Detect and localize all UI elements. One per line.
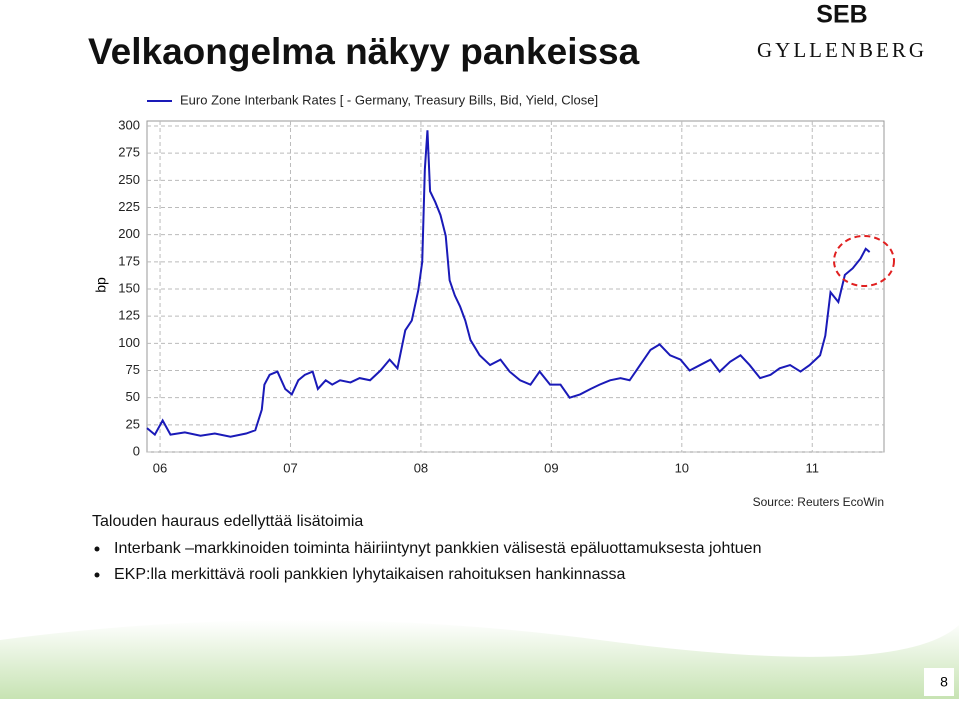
bullet-text: Interbank –markkinoiden toiminta häiriin…: [114, 540, 761, 557]
highlight-circle: [833, 235, 895, 287]
x-tick-label: 11: [806, 460, 820, 475]
bullet: [94, 546, 100, 552]
page-number: 8: [940, 674, 948, 690]
x-tick-label: 07: [283, 460, 297, 475]
y-tick-label: 200: [118, 226, 140, 241]
page-box: [924, 668, 954, 696]
y-tick-label: 275: [118, 145, 140, 160]
y-tick-label: 175: [118, 253, 140, 268]
bullet: [94, 572, 100, 578]
y-tick-label: 225: [118, 199, 140, 214]
y-tick-label: 25: [126, 416, 140, 431]
y-tick-label: 75: [126, 362, 140, 377]
source: Source: Reuters EcoWin: [753, 495, 884, 509]
x-tick-label: 09: [544, 460, 558, 475]
y-tick-label: 100: [118, 335, 140, 350]
slide-title: Velkaongelma näkyy pankeissa: [88, 31, 640, 72]
logo-top: SEB: [816, 1, 867, 29]
data-line: [146, 130, 871, 438]
y-tick-label: 50: [126, 389, 140, 404]
y-axis-label: bp: [93, 277, 109, 293]
legend-label: Euro Zone Interbank Rates [ - Germany, T…: [180, 92, 598, 107]
x-tick-label: 06: [153, 460, 167, 475]
x-tick-label: 10: [675, 460, 689, 475]
bullet-text: EKP:lla merkittävä rooli pankkien lyhyta…: [114, 566, 625, 583]
logo-bottom: GYLLENBERG: [757, 38, 927, 62]
y-tick-label: 300: [118, 117, 140, 132]
y-tick-label: 250: [118, 172, 140, 187]
plot-frame: [146, 120, 885, 453]
y-tick-label: 150: [118, 280, 140, 295]
y-tick-label: 125: [118, 308, 140, 323]
y-tick-label: 0: [133, 443, 140, 458]
x-tick-label: 08: [414, 460, 428, 475]
heading: Talouden hauraus edellyttää lisätoimia: [92, 513, 363, 530]
footer-band: [0, 620, 959, 699]
